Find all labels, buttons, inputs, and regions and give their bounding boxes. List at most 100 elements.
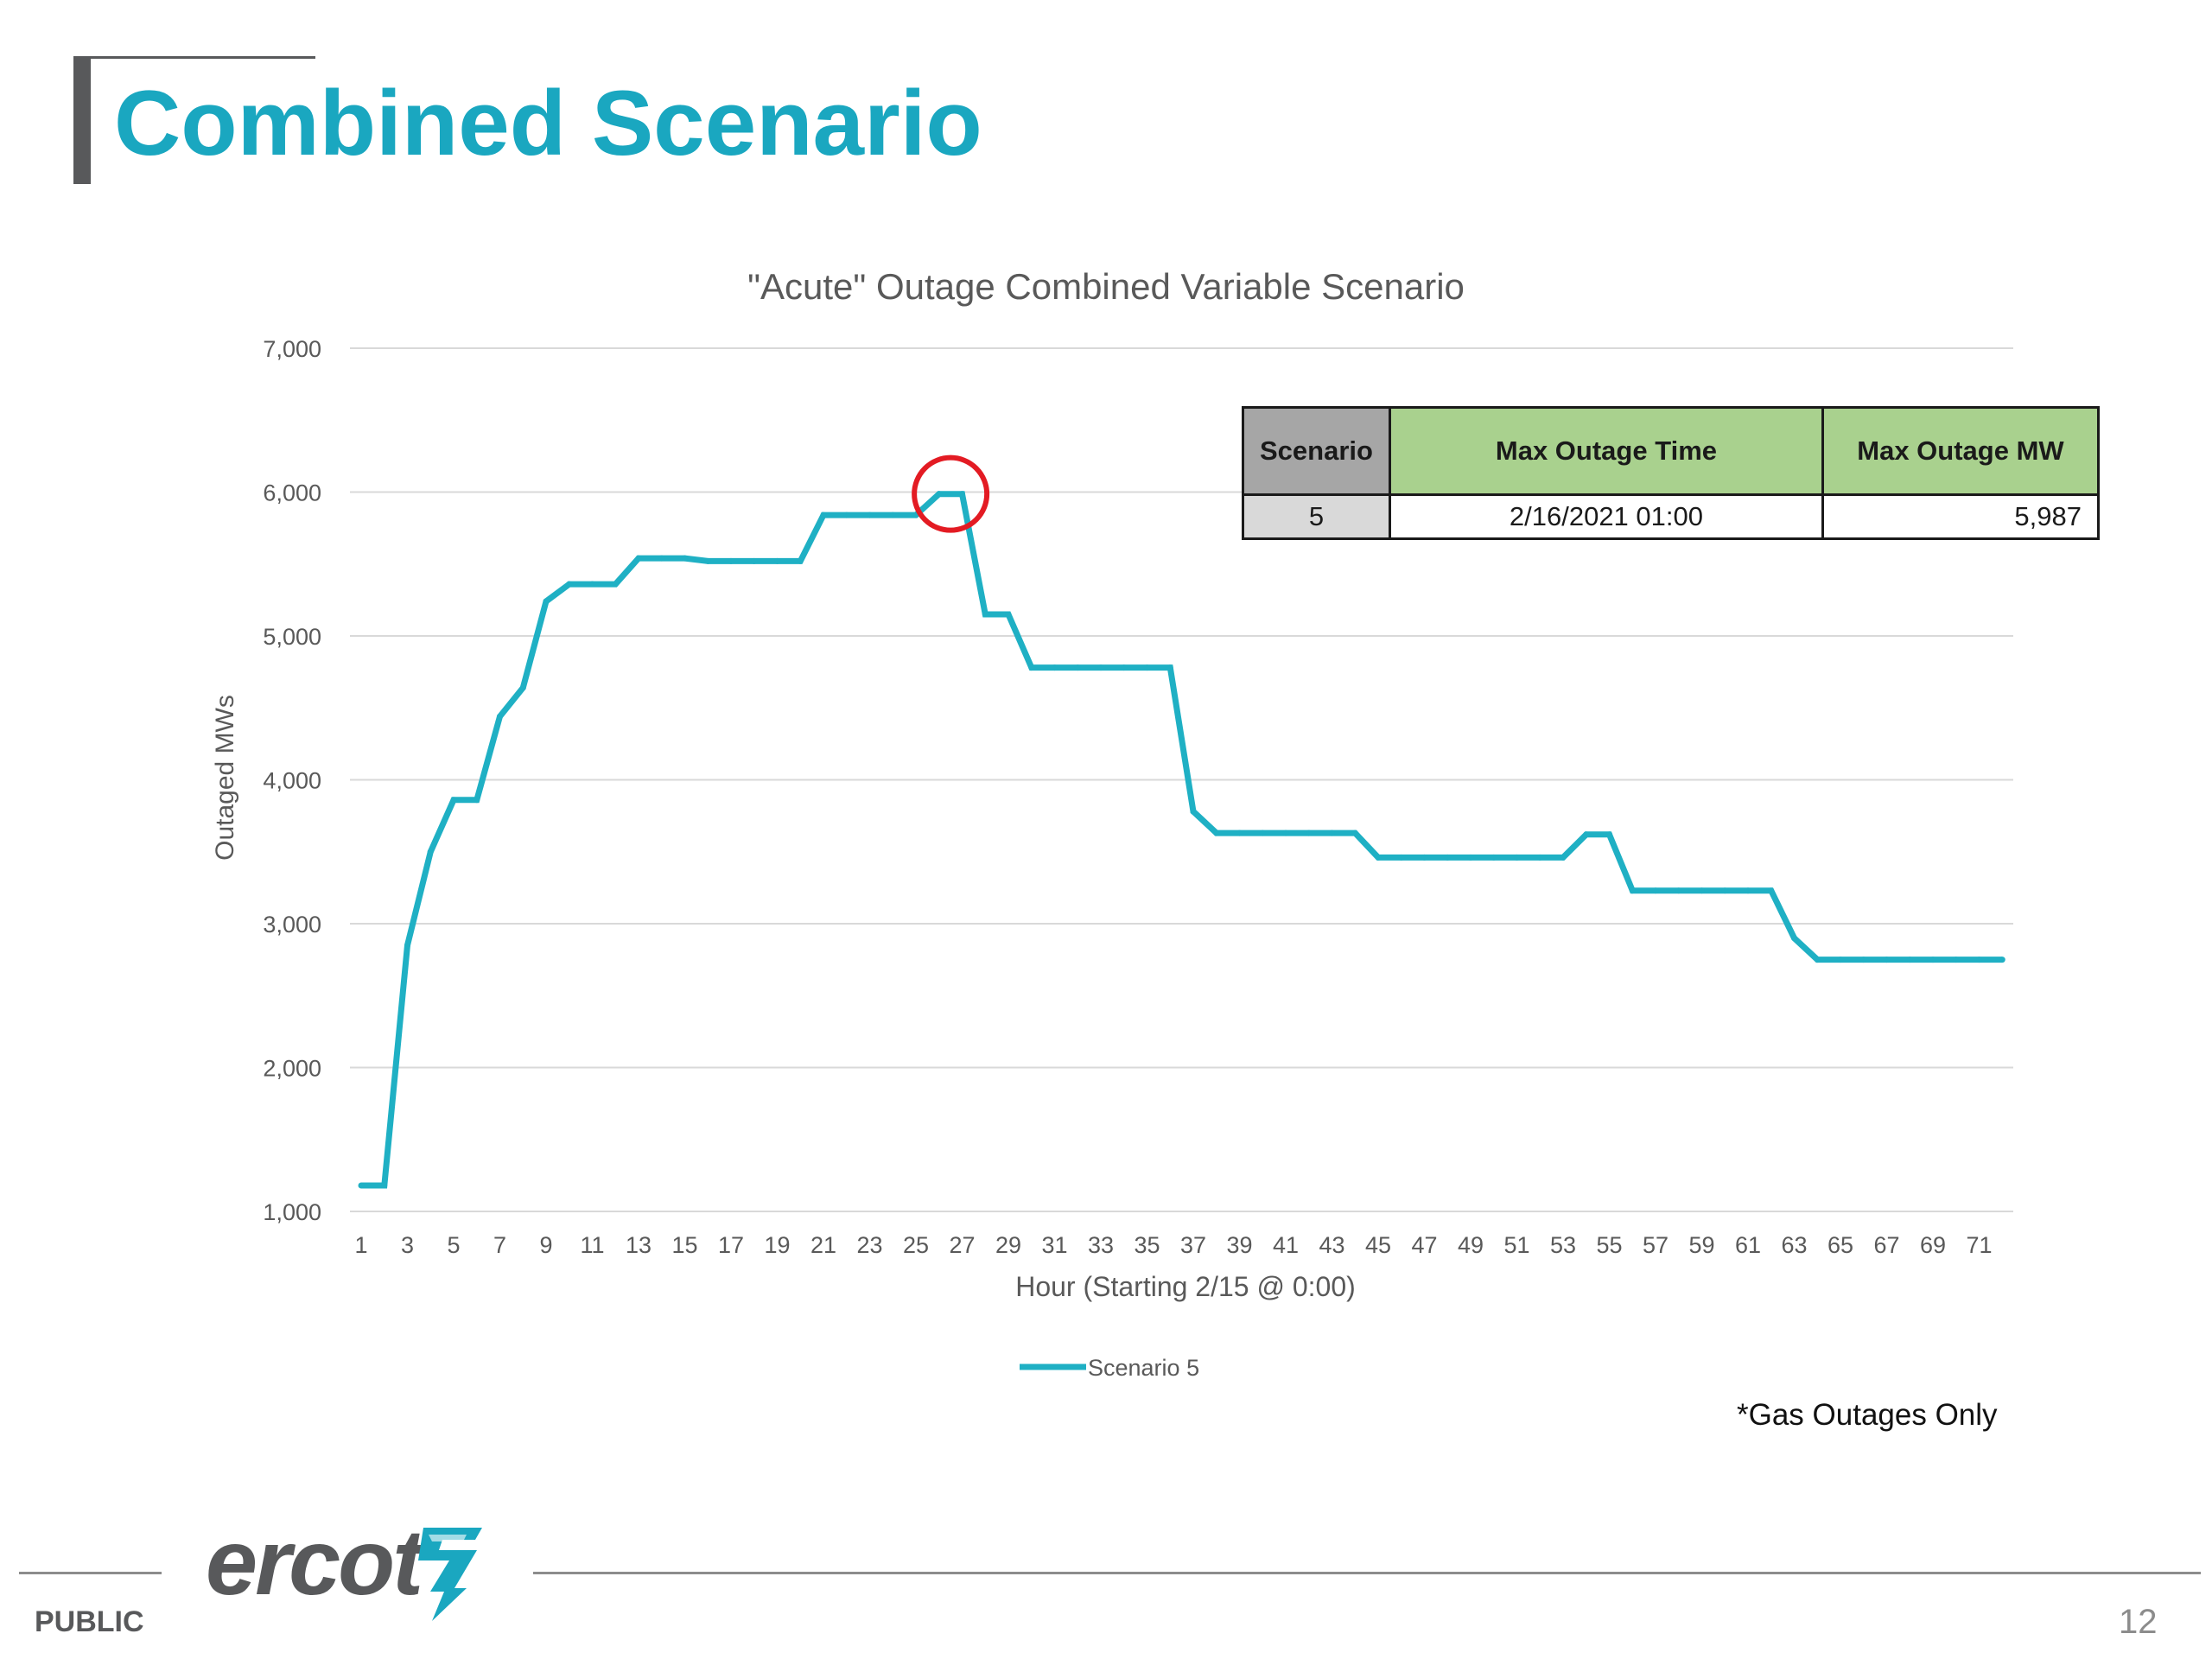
data-point: [1791, 935, 1797, 942]
gridlines: [350, 347, 2013, 1212]
data-point: [1652, 887, 1659, 894]
data-point: [1097, 664, 1104, 671]
data-point: [1329, 830, 1335, 836]
x-tick-label: 31: [1041, 1232, 1067, 1258]
data-point: [843, 512, 850, 518]
data-point: [1052, 664, 1058, 671]
header-max-outage-mw: Max Outage MW: [1821, 406, 2100, 496]
data-point: [797, 557, 804, 564]
data-point: [358, 1182, 365, 1189]
cell-max-outage-time: 2/16/2021 01:00: [1388, 493, 1824, 540]
x-tick-label: 51: [1503, 1232, 1529, 1258]
data-point: [1144, 664, 1150, 671]
header-max-outage-time: Max Outage Time: [1388, 406, 1824, 496]
y-tick-label: 1,000: [263, 1199, 321, 1225]
data-point: [751, 557, 758, 564]
data-point: [635, 555, 642, 562]
x-tick-label: 71: [1966, 1232, 1992, 1258]
x-tick-label: 17: [718, 1232, 744, 1258]
cell-max-outage-mw: 5,987: [1821, 493, 2100, 540]
x-tick-label: 19: [764, 1232, 790, 1258]
data-point: [1536, 854, 1543, 861]
data-point: [1236, 830, 1243, 836]
x-tick-label: 25: [903, 1232, 929, 1258]
data-point: [774, 557, 780, 564]
y-tick-label: 4,000: [263, 768, 321, 794]
ercot-logo-icon: [418, 1528, 482, 1621]
x-axis-label: Hour (Starting 2/15 @ 0:00): [1015, 1271, 1356, 1302]
y-tick-labels: 1,000 2,000 3,000 4,000 5,000 6,000 7,000: [263, 336, 321, 1225]
data-point: [1028, 664, 1035, 671]
x-tick-label: 41: [1273, 1232, 1299, 1258]
footer-divider-left: [19, 1572, 162, 1574]
data-point: [1444, 854, 1451, 861]
legend-label: Scenario 5: [1088, 1355, 1199, 1381]
data-point: [1213, 830, 1220, 836]
series-points: [358, 491, 2005, 1189]
data-point: [1560, 854, 1567, 861]
title-accent-bar: [73, 56, 91, 184]
data-point: [1721, 887, 1728, 894]
data-point: [381, 1182, 388, 1189]
data-point: [1999, 957, 2005, 963]
max-outage-highlight-circle: [912, 454, 990, 533]
x-tick-label: 53: [1550, 1232, 1576, 1258]
data-point: [728, 557, 734, 564]
x-tick-label: 35: [1134, 1232, 1160, 1258]
data-point: [1768, 887, 1775, 894]
data-point: [1190, 808, 1197, 815]
data-point: [450, 797, 457, 804]
data-point: [1675, 887, 1682, 894]
y-tick-label: 6,000: [263, 480, 321, 506]
data-point: [1906, 957, 1913, 963]
data-point: [427, 849, 434, 855]
data-point: [1166, 664, 1173, 671]
x-tick-label: 69: [1920, 1232, 1946, 1258]
x-tick-label: 39: [1226, 1232, 1252, 1258]
data-point: [1375, 854, 1382, 861]
footer-divider-right: [533, 1572, 2201, 1574]
x-tick-label: 55: [1596, 1232, 1622, 1258]
data-point: [519, 684, 526, 691]
data-point: [1884, 957, 1890, 963]
title-accent-line: [73, 56, 315, 59]
ercot-logo-text: ercot: [206, 1510, 423, 1614]
y-tick-label: 3,000: [263, 912, 321, 938]
data-point: [1121, 664, 1128, 671]
y-tick-label: 2,000: [263, 1056, 321, 1082]
x-tick-label: 9: [539, 1232, 552, 1258]
x-tick-label: 63: [1781, 1232, 1807, 1258]
x-tick-label: 37: [1180, 1232, 1206, 1258]
slide-title: Combined Scenario: [114, 71, 982, 175]
max-outage-summary-table: Scenario Max Outage Time Max Outage MW 5…: [1242, 406, 2100, 540]
data-point: [1074, 664, 1081, 671]
data-point: [612, 581, 619, 588]
data-point: [1699, 887, 1705, 894]
cell-scenario: 5: [1242, 493, 1391, 540]
data-point: [474, 797, 480, 804]
data-point: [566, 581, 573, 588]
data-point: [704, 557, 711, 564]
data-point: [1282, 830, 1289, 836]
x-tick-labels: 1 3 5 7 9 11 13 15 17 19 21 23 25 27 29 31 33 35 37 39 41 43 4…: [354, 1232, 1992, 1258]
data-point: [682, 555, 688, 562]
x-tick-label: 33: [1088, 1232, 1114, 1258]
x-tick-label: 47: [1411, 1232, 1437, 1258]
data-point: [1606, 831, 1612, 838]
data-point: [1929, 957, 1936, 963]
x-tick-label: 45: [1365, 1232, 1391, 1258]
data-point: [497, 713, 503, 720]
data-point: [1005, 611, 1012, 618]
x-tick-label: 5: [447, 1232, 460, 1258]
footnote: *Gas Outages Only: [1737, 1398, 1998, 1432]
data-point: [820, 512, 827, 518]
y-tick-label: 7,000: [263, 336, 321, 362]
data-point: [1953, 957, 1960, 963]
data-point: [1837, 957, 1844, 963]
x-tick-label: 59: [1688, 1232, 1714, 1258]
data-point: [1421, 854, 1427, 861]
x-tick-label: 49: [1458, 1232, 1484, 1258]
summary-table-header-row: Scenario Max Outage Time Max Outage MW: [1242, 406, 2100, 496]
x-tick-label: 61: [1735, 1232, 1761, 1258]
data-point: [1259, 830, 1266, 836]
